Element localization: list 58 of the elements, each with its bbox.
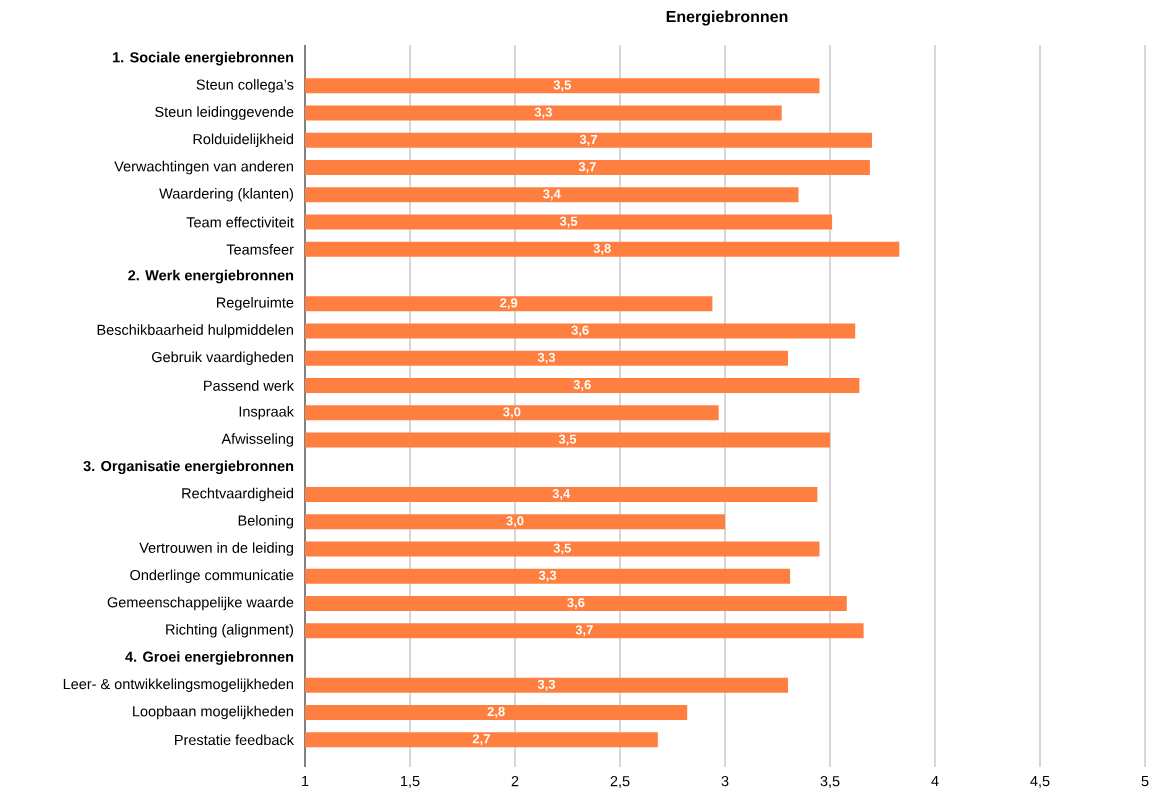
- y-tick-label: 1. Sociale energiebronnen: [113, 51, 294, 66]
- y-tick-label: Passend werk: [204, 380, 294, 391]
- data-label: 2,9: [500, 298, 518, 310]
- data-label: 3,5: [553, 80, 571, 92]
- y-tick-label: Rechtvaardigheid: [182, 487, 294, 502]
- y-tick-label: Steun collega’s: [196, 79, 294, 93]
- y-tick-label: Gemeenschappelijke waarde: [107, 596, 294, 611]
- data-label: 3,3: [537, 352, 556, 364]
- y-tick-label: Regelruimte: [216, 297, 294, 311]
- y-tick-label: 3. Organisatie energiebronnen: [83, 460, 294, 475]
- y-tick-label: Afwisseling: [221, 433, 294, 447]
- data-label: 3,6: [567, 597, 585, 610]
- y-tick-label: Inspraak: [239, 406, 294, 420]
- data-label: 3,0: [506, 516, 524, 528]
- x-tick-label: 1,5: [401, 776, 420, 788]
- y-tick-label: 2. Werk energiebronnen: [128, 269, 294, 284]
- x-tick-label: 4,5: [1030, 776, 1050, 788]
- data-label: 3,5: [559, 216, 578, 228]
- data-label: 3,6: [573, 380, 591, 392]
- x-tick-label: 2: [511, 776, 519, 787]
- x-tick-label: 1: [302, 776, 309, 786]
- y-tick-label: Rolduidelijkheid: [193, 133, 293, 148]
- x-tick-label: 5: [1141, 776, 1149, 787]
- data-label: 3,4: [552, 488, 571, 501]
- y-tick-label: Leer- & ontwikkelingsmogelijkheden: [63, 678, 293, 693]
- x-tick-label: 3,5: [820, 776, 840, 789]
- data-label: 3,4: [543, 189, 561, 201]
- y-tick-label: Beschikbaarheid hulpmiddelen: [97, 324, 293, 338]
- y-tick-label: Teamsfeer: [226, 244, 294, 255]
- data-label: 3,5: [558, 434, 577, 446]
- data-label: 2,7: [472, 734, 490, 746]
- y-tick-label: Loopbaan mogelijkheden: [133, 705, 293, 720]
- y-tick-label: Vertrouwen in de leiding: [139, 542, 293, 556]
- y-tick-label: Verwachtingen van anderen: [114, 160, 293, 175]
- data-label: 3,7: [575, 625, 593, 637]
- data-label: 3,5: [553, 543, 571, 555]
- data-label: 3,3: [538, 570, 557, 582]
- data-label: 3,8: [593, 243, 611, 255]
- y-tick-label: Team effectiviteit: [186, 216, 294, 228]
- data-label: 3,7: [578, 162, 596, 174]
- y-tick-label: Onderlinge communicatie: [130, 569, 294, 584]
- data-label: 3,0: [503, 407, 521, 419]
- data-label: 3,3: [534, 107, 552, 119]
- y-tick-label: Waardering (klanten): [159, 188, 294, 202]
- x-tick-label: 3: [721, 776, 729, 787]
- y-tick-label: Beloning: [238, 515, 294, 529]
- y-tick-label: Prestatie feedback: [175, 734, 294, 746]
- x-tick-label: 2,5: [610, 776, 630, 789]
- chart-title: Energiebronnen: [666, 10, 788, 26]
- x-tick-label: 4: [931, 776, 939, 786]
- data-label: 3,3: [537, 679, 556, 691]
- y-tick-label: Gebruik vaardigheden: [152, 351, 293, 366]
- data-label: 2,8: [487, 706, 505, 719]
- data-label: 3,7: [579, 134, 597, 146]
- y-tick-label: Steun leidinggevende: [155, 106, 294, 120]
- y-tick-label: 4. Groei energiebronnen: [125, 651, 294, 665]
- data-label: 3,6: [571, 325, 589, 337]
- y-tick-label: Richting (alignment): [166, 624, 294, 638]
